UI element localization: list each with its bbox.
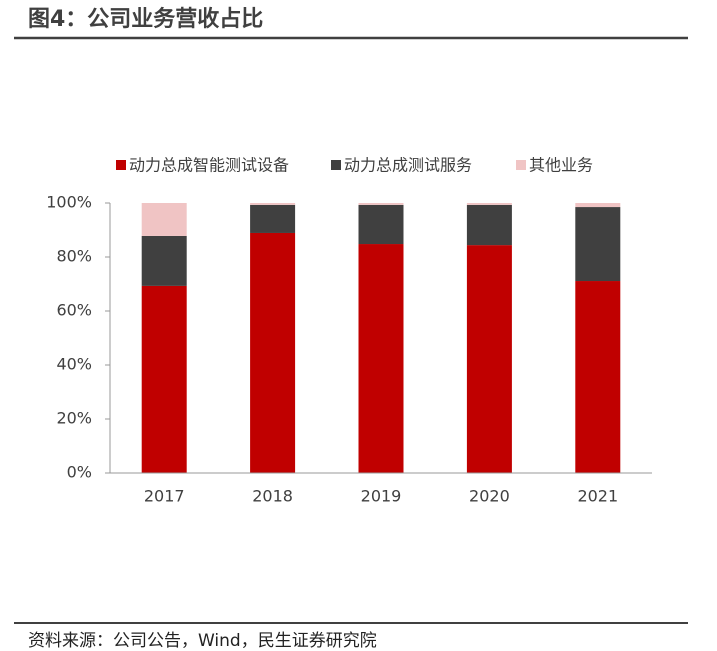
bar-segment: [466, 204, 512, 246]
bar-segment: [250, 204, 296, 233]
legend-label: 动力总成测试服务: [344, 156, 472, 175]
bar-segment: [358, 204, 404, 245]
y-tick-label: 60%: [56, 301, 92, 320]
bar-segment: [141, 235, 187, 286]
legend-label: 其他业务: [529, 156, 593, 175]
page-title: 图4：公司业务营收占比: [28, 6, 263, 32]
bar-segment: [358, 203, 404, 205]
bar-segment: [575, 207, 621, 282]
x-tick-label: 2021: [577, 487, 618, 506]
bar-segment: [358, 244, 404, 473]
bar-segment: [141, 203, 187, 236]
bar-segment: [250, 203, 296, 205]
bar-segment: [466, 245, 512, 473]
bar-segment: [141, 285, 187, 473]
x-tick-label: 2017: [144, 487, 185, 506]
x-tick-label: 2018: [252, 487, 293, 506]
legend-label: 动力总成智能测试设备: [129, 156, 289, 175]
bar-segment: [575, 281, 621, 473]
y-tick-label: 40%: [56, 355, 92, 374]
y-tick-label: 20%: [56, 409, 92, 428]
y-tick-label: 80%: [56, 247, 92, 266]
source-note: 资料来源：公司公告，Wind，民生证券研究院: [28, 631, 377, 651]
bar-segment: [466, 203, 512, 205]
y-tick-label: 0%: [67, 463, 92, 482]
legend-swatch: [516, 160, 526, 170]
x-tick-label: 2020: [469, 487, 510, 506]
legend-swatch: [331, 160, 341, 170]
y-tick-label: 100%: [46, 193, 92, 212]
bar-segment: [575, 203, 621, 208]
bar-segment: [250, 232, 296, 473]
legend-swatch: [116, 160, 126, 170]
x-tick-label: 2019: [361, 487, 402, 506]
